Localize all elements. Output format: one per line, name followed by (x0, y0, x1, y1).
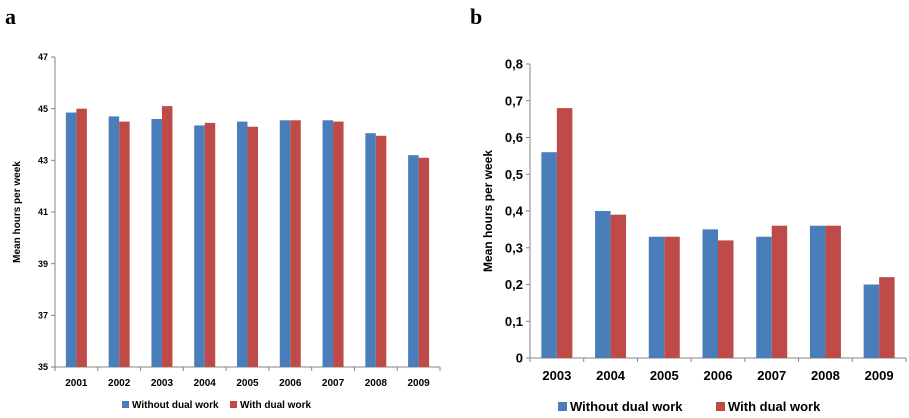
bar-with-dual-work (119, 121, 130, 367)
bar-with-dual-work (76, 108, 87, 368)
bar-without-dual-work (279, 120, 291, 368)
bar-with-dual-work (418, 157, 430, 367)
bar-with-dual-work (610, 214, 627, 358)
bar-without-dual-work (237, 121, 248, 367)
y-tick-label: 41 (38, 207, 48, 217)
y-tick-label: 45 (38, 104, 48, 114)
panel-label-b: b (470, 4, 483, 29)
bar-without-dual-work (408, 155, 419, 367)
legend-label: With dual work (240, 400, 311, 411)
y-tick-label: 0,7 (505, 93, 523, 108)
bar-without-dual-work (648, 236, 665, 358)
bar-without-dual-work (809, 225, 826, 358)
y-tick-label: 0,8 (505, 57, 523, 72)
x-tick-label: 2008 (365, 378, 388, 389)
x-tick-label: 2006 (704, 368, 733, 383)
bar-with-dual-work (664, 236, 680, 358)
bar-without-dual-work (65, 112, 77, 368)
x-tick-label: 2007 (322, 378, 345, 389)
y-tick-label: 0,6 (505, 130, 523, 145)
bar-with-dual-work (771, 225, 788, 358)
bar-without-dual-work (595, 211, 611, 358)
legend-label: Without dual work (132, 400, 219, 411)
x-tick-label: 2007 (757, 368, 786, 383)
bar-with-dual-work (247, 126, 258, 367)
y-tick-label: 47 (38, 52, 48, 62)
bar-without-dual-work (863, 284, 880, 358)
x-tick-label: 2001 (65, 378, 88, 389)
bar-with-dual-work (556, 108, 573, 358)
legend-swatch (230, 401, 237, 408)
bar-without-dual-work (541, 152, 557, 358)
x-tick-label: 2008 (811, 368, 840, 383)
legend-swatch (558, 402, 567, 411)
bar-without-dual-work (108, 116, 120, 368)
bar-with-dual-work (879, 277, 895, 358)
bar-without-dual-work (322, 120, 334, 368)
x-tick-label: 2009 (407, 378, 430, 389)
bar-without-dual-work (756, 236, 772, 358)
legend-swatch (716, 402, 725, 411)
y-tick-label: 39 (38, 259, 48, 269)
y-tick-label: 0,5 (505, 167, 523, 182)
bar-with-dual-work (825, 225, 841, 358)
bar-without-dual-work (702, 229, 718, 358)
panel-label-a: a (5, 4, 16, 29)
y-tick-label: 0 (516, 351, 523, 366)
x-tick-label: 2003 (542, 368, 571, 383)
y-tick-label: 0,2 (505, 277, 523, 292)
bar-with-dual-work (290, 120, 301, 368)
x-tick-label: 2003 (151, 378, 174, 389)
bar-with-dual-work (161, 106, 173, 367)
legend-label: With dual work (728, 399, 821, 414)
y-tick-label: 43 (38, 155, 48, 165)
y-axis-title: Mean hours per week (12, 161, 23, 263)
x-tick-label: 2004 (194, 378, 217, 389)
y-tick-label: 35 (38, 362, 48, 372)
y-tick-label: 0,4 (505, 204, 524, 219)
y-tick-label: 0,1 (505, 314, 523, 329)
legend-swatch (122, 401, 129, 408)
y-axis-title: Mean hours per week (481, 150, 495, 272)
bar-without-dual-work (365, 133, 376, 367)
x-tick-label: 2006 (279, 378, 302, 389)
y-tick-label: 0,3 (505, 240, 523, 255)
x-tick-label: 2002 (108, 378, 131, 389)
legend-label: Without dual work (570, 399, 683, 414)
x-tick-label: 2005 (236, 378, 259, 389)
x-tick-label: 2009 (865, 368, 894, 383)
bar-with-dual-work (375, 135, 387, 367)
bar-with-dual-work (333, 121, 344, 367)
bar-with-dual-work (204, 122, 216, 367)
y-tick-label: 37 (38, 310, 48, 320)
x-tick-label: 2005 (650, 368, 679, 383)
bar-without-dual-work (151, 119, 162, 367)
bar-without-dual-work (194, 125, 205, 367)
bar-with-dual-work (718, 240, 734, 358)
x-tick-label: 2004 (596, 368, 626, 383)
